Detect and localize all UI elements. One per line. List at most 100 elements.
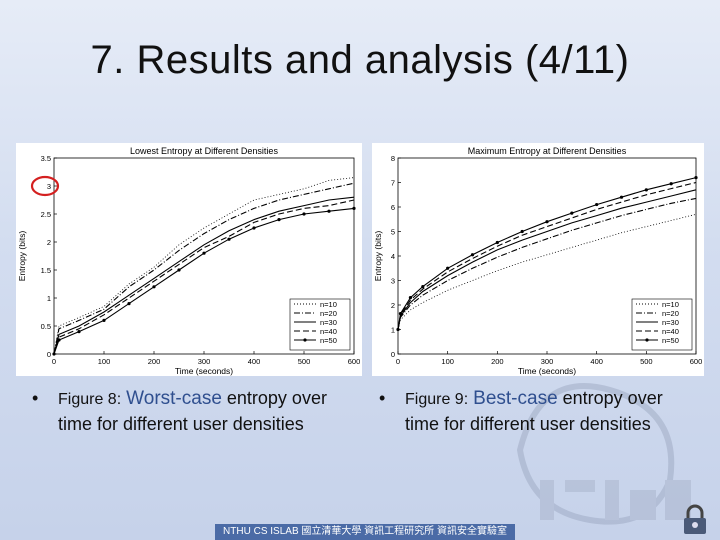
legend-marker xyxy=(303,338,307,342)
x-tick-label: 300 xyxy=(198,357,211,366)
series-point xyxy=(127,302,131,306)
worst-case-entropy-chart: Lowest Entropy at Different Densities 0 10… xyxy=(16,143,362,376)
series-point xyxy=(595,202,599,207)
legend-label: n=30 xyxy=(662,318,679,327)
y-tick-label: 1 xyxy=(47,294,51,303)
series-point xyxy=(669,182,673,186)
x-tick-label: 200 xyxy=(491,357,504,366)
legend-marker xyxy=(645,338,649,342)
series-point xyxy=(227,237,231,241)
y-tick-label: 2.5 xyxy=(41,210,51,219)
y-tick-label: 6 xyxy=(391,203,395,212)
series-point xyxy=(52,352,56,356)
y-tick-label: 0 xyxy=(391,350,395,359)
series-point xyxy=(102,318,106,322)
y-tick-label: 3.5 xyxy=(41,154,51,163)
x-tick-label: 100 xyxy=(441,357,454,366)
legend-label: n=50 xyxy=(320,336,337,345)
y-tick-label: 3 xyxy=(47,182,51,191)
series-point xyxy=(495,240,499,245)
legend-box xyxy=(289,298,351,351)
x-tick-label: 600 xyxy=(348,357,361,366)
legend-label: n=20 xyxy=(320,309,337,318)
series-point xyxy=(202,251,206,255)
slide-title: 7. Results and analysis (4/11) xyxy=(90,38,630,82)
series-point xyxy=(520,229,524,234)
legend-box xyxy=(631,298,693,351)
highlight-circle xyxy=(30,175,60,197)
x-tick-label: 500 xyxy=(640,357,653,366)
series-line-n=10 xyxy=(53,177,355,355)
series-line-n=40 xyxy=(53,199,355,355)
legend-label: n=40 xyxy=(320,327,337,336)
bullet: • xyxy=(379,388,386,408)
series-point xyxy=(545,220,549,224)
x-tick-label: 100 xyxy=(98,357,111,366)
x-tick-label: 500 xyxy=(298,357,311,366)
chart-title: Lowest Entropy at Different Densities xyxy=(130,146,278,156)
series-point xyxy=(421,285,425,289)
series-line-n=50 xyxy=(53,207,355,355)
series-point xyxy=(398,311,403,316)
series-point xyxy=(694,176,698,180)
y-tick-label: 8 xyxy=(391,154,395,163)
slide-footer: NTHU CS ISLAB 國立清華大學 資訊工程研究所 資訊安全實驗室 xyxy=(215,524,515,540)
caption-figure-8: • Figure 8: Worst-case entropy over time… xyxy=(32,386,338,436)
series-point xyxy=(408,296,413,300)
caption-text: entropy over time for different user den… xyxy=(58,388,327,434)
series-point xyxy=(302,212,306,216)
series-point xyxy=(446,266,450,270)
series-point xyxy=(177,268,181,272)
series-line-n=40 xyxy=(397,181,697,330)
x-axis-label: Time (seconds) xyxy=(175,366,233,376)
y-axis-label: Entropy (bits) xyxy=(373,231,383,282)
caption-prefix: Figure 8: xyxy=(58,391,122,408)
y-axis-label: Entropy (bits) xyxy=(17,231,27,282)
series-line-n=30 xyxy=(397,189,697,330)
series-point xyxy=(152,285,156,289)
x-axis-label: Time (seconds) xyxy=(518,366,576,376)
chart-canvas: Maximum Entropy at Different Densities 0 1… xyxy=(373,146,702,376)
series-point xyxy=(619,195,624,199)
series-line-n=30 xyxy=(53,196,355,355)
legend-label: n=50 xyxy=(662,336,679,345)
y-tick-label: 7 xyxy=(391,179,395,188)
x-tick-label: 0 xyxy=(396,357,400,366)
lock-icon xyxy=(684,504,706,534)
series-point xyxy=(644,188,648,192)
x-tick-label: 200 xyxy=(148,357,161,366)
series-line-n=20 xyxy=(397,197,697,330)
caption-text: entropy over time for different user den… xyxy=(405,388,663,434)
series-point xyxy=(77,330,81,334)
y-tick-label: 5 xyxy=(391,228,395,237)
y-tick-label: 2 xyxy=(47,238,51,247)
series-point xyxy=(277,218,281,222)
best-case-entropy-chart: Maximum Entropy at Different Densities 0 1… xyxy=(372,143,704,376)
chart-title: Maximum Entropy at Different Densities xyxy=(468,146,627,156)
legend-label: n=20 xyxy=(662,309,679,318)
x-tick-label: 400 xyxy=(248,357,261,366)
series-point xyxy=(396,327,400,332)
caption-highlight: Worst-case xyxy=(126,388,222,409)
series-point xyxy=(570,211,574,215)
y-tick-label: 0 xyxy=(47,350,51,359)
y-tick-label: 2 xyxy=(391,301,395,310)
y-tick-label: 4 xyxy=(391,252,395,261)
y-tick-label: 1 xyxy=(391,326,395,335)
y-tick-label: 1.5 xyxy=(41,266,51,275)
series-point xyxy=(470,253,475,257)
caption-prefix: Figure 9: xyxy=(405,391,469,408)
legend-label: n=10 xyxy=(662,300,679,309)
x-tick-label: 300 xyxy=(541,357,554,366)
x-tick-label: 0 xyxy=(52,357,56,366)
series-point xyxy=(352,206,356,210)
bullet: • xyxy=(32,388,39,408)
series-point xyxy=(57,338,61,342)
y-tick-label: 0.5 xyxy=(41,322,51,331)
legend-label: n=40 xyxy=(662,327,679,336)
x-tick-label: 400 xyxy=(590,357,603,366)
y-tick-label: 3 xyxy=(391,277,395,286)
caption-figure-9: • Figure 9: Best-case entropy over time … xyxy=(379,386,675,436)
series-point xyxy=(327,209,331,213)
